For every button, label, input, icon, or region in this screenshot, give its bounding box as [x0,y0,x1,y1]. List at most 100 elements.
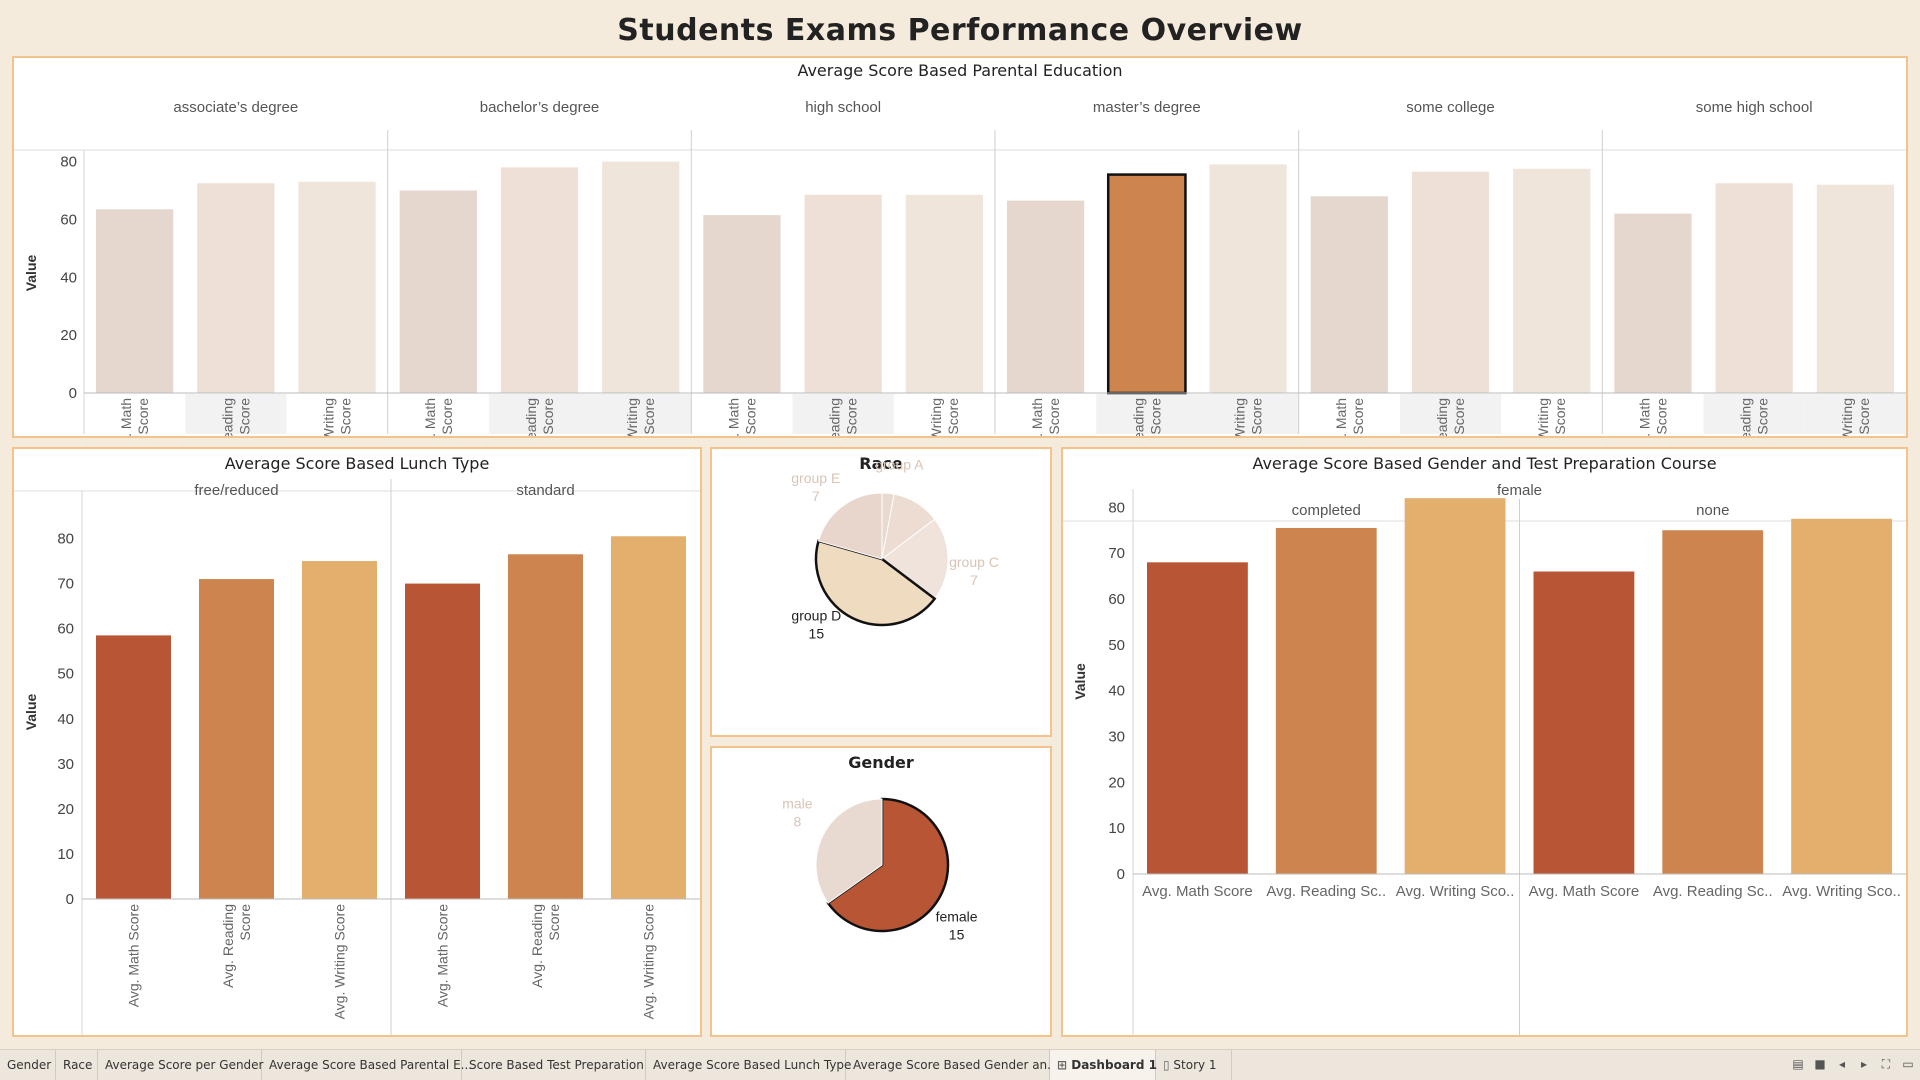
bar-bachelor-s-degree-avg-writing-score[interactable] [602,161,680,393]
y-tick-label: 10 [57,846,74,863]
bar-master-s-degree-avg-reading-score[interactable] [1106,173,1187,395]
bar-completed-avg-math-score[interactable] [1147,562,1248,874]
bar-some-college-avg-writing-score[interactable] [1513,168,1591,393]
bar-associate-s-degree-avg-writing-score[interactable] [298,181,376,393]
tab-dashboard-1[interactable]: ⊞ Dashboard 1 [1050,1050,1157,1080]
tab-gender[interactable]: Gender [0,1050,56,1080]
x-tick-label: Avg. Math [1029,398,1045,436]
bar-bachelor-s-degree-avg-math-score[interactable] [399,190,477,394]
gender-test-prep-chart: Average Score Based Gender and Test Prep… [1061,447,1908,1037]
x-tick-label: Avg. Math [725,398,741,436]
x-tick-label: Score [945,398,961,435]
prev-icon[interactable]: ◂ [1838,1057,1846,1071]
bar-free-reduced-avg-writing-score[interactable] [302,561,377,899]
pie-slice-male[interactable] [815,798,883,904]
group-header-completed: completed [1292,502,1361,519]
bar-some-high-school-avg-math-score[interactable] [1614,213,1692,393]
y-tick-label: 30 [57,756,74,773]
x-tick-label: Score [1249,398,1265,435]
bar-some-high-school-avg-writing-score[interactable] [1816,184,1894,393]
tab-average-score-based-parental-e[interactable]: Average Score Based Parental E... [262,1050,472,1080]
y-tick-label: 70 [57,576,74,593]
tab-story-1[interactable]: ▯ Story 1 [1156,1050,1232,1080]
bar-associate-s-degree-avg-reading-score[interactable] [197,183,275,393]
label-band [488,394,591,434]
pie-slice-group-e[interactable] [817,492,883,560]
x-tick-label: Avg. Math [118,398,134,436]
x-tick-label: Avg. Reading [1738,398,1754,436]
pie-slice-group-d[interactable] [814,539,937,627]
chart-title: Gender [848,753,914,772]
bar-master-s-degree-avg-writing-score[interactable] [1209,164,1287,393]
pie-label-group-d: group D [791,608,841,624]
race-pie-chart: Race group A group C 7 group D 15 group E 7 [710,447,1052,737]
bar-some-college-avg-reading-score[interactable] [1411,171,1490,393]
bar-high-school-avg-writing-score[interactable] [905,194,983,393]
bar-associate-s-degree-avg-math-score[interactable] [96,209,174,393]
label-band [792,394,894,434]
tab-average-score-based-gender-an[interactable]: Average Score Based Gender an... [846,1050,1059,1080]
x-tick-label: Avg. Writing [1232,398,1248,436]
y-tick-label: 50 [1108,637,1125,654]
y-tick-label: 80 [57,531,74,548]
pie-slice-female[interactable] [826,797,950,933]
group-header-none: none [1696,502,1729,519]
pie-value-male: 8 [794,813,802,829]
bar-standard-avg-reading-score[interactable] [508,554,583,899]
y-tick-label: 70 [1108,545,1125,562]
y-tick-label: 40 [60,269,77,286]
lunch-type-chart: Average Score Based Lunch Type Value 0 10 20… [12,447,702,1037]
bar-none-avg-reading-score[interactable] [1662,530,1764,874]
story-icon: ▯ [1163,1058,1174,1072]
bar-completed-avg-writing-score[interactable] [1404,498,1506,874]
label-band [1399,394,1502,434]
bar-high-school-avg-math-score[interactable] [703,215,781,393]
y-tick-label: 40 [57,711,74,728]
tab-score-based-test-preparation[interactable]: Score Based Test Preparation [462,1050,646,1080]
bar-some-college-avg-math-score[interactable] [1310,196,1388,393]
label-band [1096,394,1198,434]
x-tick-label: Avg. Writing [1535,398,1551,436]
tab-label: Dashboard 1 [1071,1058,1157,1072]
x-tick-label: Avg. Writing Sco.. [1396,883,1515,900]
bar-none-avg-math-score[interactable] [1533,571,1635,875]
tab-average-score-based-lunch-type[interactable]: Average Score Based Lunch Type [646,1050,851,1080]
lunch-type-svg: Average Score Based Lunch Type Value 0 10 20… [14,454,700,1035]
tab-label: Gender [7,1058,52,1072]
bar-standard-avg-math-score[interactable] [405,583,480,899]
next-icon[interactable]: ▸ [1860,1057,1868,1071]
present-icon[interactable]: ▭ [1902,1057,1914,1071]
bar-free-reduced-avg-math-score[interactable] [96,635,171,899]
bar-some-high-school-avg-reading-score[interactable] [1715,183,1793,393]
tab-race[interactable]: Race [56,1050,98,1080]
bar-standard-avg-writing-score[interactable] [611,536,686,899]
fullscreen-icon[interactable]: ⛶ [1881,1057,1891,1071]
x-tick-label: Avg. Writing [1839,398,1855,436]
x-tick-label: Avg. Writing [928,398,944,436]
bar-bachelor-s-degree-avg-reading-score[interactable] [500,167,579,393]
y-tick-label: 0 [69,385,77,402]
y-axis-label: Value [23,694,39,731]
pie-slice-group-c[interactable] [881,518,949,600]
x-tick-label: Score [236,398,252,435]
x-tick-label: Avg. Writing [624,398,640,436]
x-tick-label: Score [1755,398,1771,435]
bar-none-avg-writing-score[interactable] [1791,518,1892,874]
group-header-some-college: some college [1406,99,1494,116]
x-tick-label: Avg. Reading [219,398,235,436]
sheet-sorter-icon[interactable]: ▤ [1792,1057,1804,1071]
x-tick-label: Avg. Reading [1130,398,1146,436]
y-tick-label: 10 [1108,820,1125,837]
bar-high-school-avg-reading-score[interactable] [804,194,882,393]
x-tick-label: Avg. Writing Sco.. [1782,883,1901,900]
bar-free-reduced-avg-reading-score[interactable] [199,579,274,899]
tab-label: Average Score Based Lunch Type [653,1058,852,1072]
bar-completed-avg-reading-score[interactable] [1275,527,1377,874]
tab-average-score-per-gender[interactable]: Average Score per Gender [98,1050,263,1080]
grid-view-icon[interactable]: ■ [1814,1057,1826,1071]
bar-master-s-degree-avg-math-score[interactable] [1007,200,1085,393]
y-tick-label: 50 [57,666,74,683]
x-tick-label: Score [844,398,860,435]
x-tick-label: Avg. Math [422,398,438,436]
